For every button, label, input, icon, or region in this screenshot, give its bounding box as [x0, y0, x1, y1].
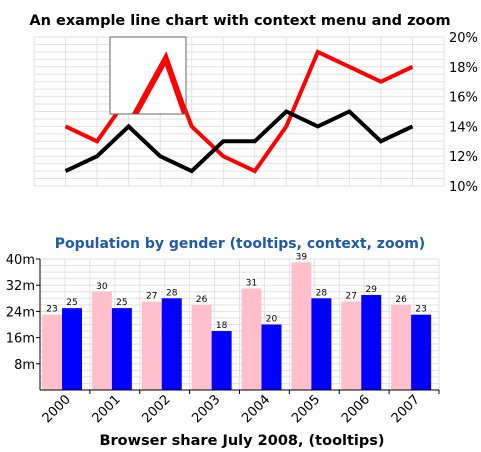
bar-y-tick-label: 32m	[6, 279, 35, 294]
bar-x-tick-label: 2007	[389, 392, 423, 426]
bar-y-tick-label: 24m	[6, 305, 35, 320]
bar-value-label: 28	[166, 288, 178, 298]
bar-2007-0	[391, 304, 412, 390]
bar-x-tick-label: 2002	[140, 392, 174, 426]
bar-2002-1	[161, 298, 182, 390]
bar-2001-0	[91, 291, 112, 390]
bar-value-label: 26	[395, 295, 407, 305]
line-y-tick-label: 18%	[449, 61, 478, 76]
bar-2004-0	[241, 288, 262, 390]
bar-value-label: 26	[196, 295, 208, 305]
line-y-tick-label: 10%	[449, 180, 478, 195]
bar-chart-bars: 23 25 30 25 27 28 26 18 31 20 39 28 27 29 26 23	[42, 252, 432, 390]
zoom-lens[interactable]	[27, 36, 481, 262]
line-chart-title: An example line chart with context menu …	[29, 13, 450, 29]
bar-2001-1	[111, 308, 132, 390]
bar-2003-0	[191, 304, 212, 390]
bar-x-tick-label: 2006	[339, 392, 373, 426]
bar-x-tick-label: 2001	[90, 392, 124, 426]
bar-2000-0	[42, 314, 62, 390]
bar-value-label: 39	[296, 252, 308, 262]
line-y-tick-label: 16%	[449, 91, 478, 106]
line-series-1	[64, 109, 414, 174]
bar-2005-0	[291, 262, 312, 390]
bar-value-label: 28	[316, 288, 328, 298]
zoom-lens-border	[109, 36, 187, 115]
bar-2005-1	[311, 298, 332, 390]
bar-2006-1	[361, 295, 382, 390]
bar-2006-0	[341, 301, 362, 390]
bar-y-tick-label: 8m	[14, 358, 35, 373]
line-y-tick-label: 12%	[449, 150, 478, 165]
bar-value-label: 20	[266, 315, 278, 325]
bar-x-tick-label: 2000	[40, 392, 74, 426]
line-y-tick-label: 20%	[449, 31, 478, 46]
bar-y-tick-label: 40m	[6, 253, 35, 268]
bar-x-tick-label: 2004	[239, 392, 273, 426]
bar-value-label: 29	[366, 285, 378, 295]
line-chart-y-axis: 10% 12% 14% 16% 18% 20%	[449, 31, 478, 195]
bar-value-label: 25	[66, 298, 77, 308]
bar-chart-title: Population by gender (tooltips, context,…	[55, 236, 425, 252]
bar-2002-0	[141, 301, 162, 390]
line-chart-grid	[33, 36, 445, 187]
bar-value-label: 25	[116, 298, 127, 308]
bar-value-label: 23	[46, 305, 57, 315]
bar-value-label: 18	[216, 321, 228, 331]
bar-value-label: 27	[146, 292, 157, 302]
bar-x-tick-label: 2005	[289, 392, 323, 426]
bar-value-label: 27	[346, 292, 357, 302]
bar-value-label: 31	[246, 278, 257, 288]
footer-title: Browser share July 2008, (tooltips)	[99, 433, 384, 449]
bar-2007-1	[411, 314, 432, 390]
bar-y-tick-label: 16m	[6, 332, 35, 347]
line-y-tick-label: 14%	[449, 120, 478, 135]
bar-2004-1	[261, 324, 282, 390]
bar-value-label: 30	[96, 282, 108, 292]
bar-2003-1	[211, 331, 232, 390]
bar-x-tick-label: 2003	[189, 392, 223, 426]
bar-value-label: 23	[415, 305, 426, 315]
bar-2000-1	[62, 308, 82, 390]
